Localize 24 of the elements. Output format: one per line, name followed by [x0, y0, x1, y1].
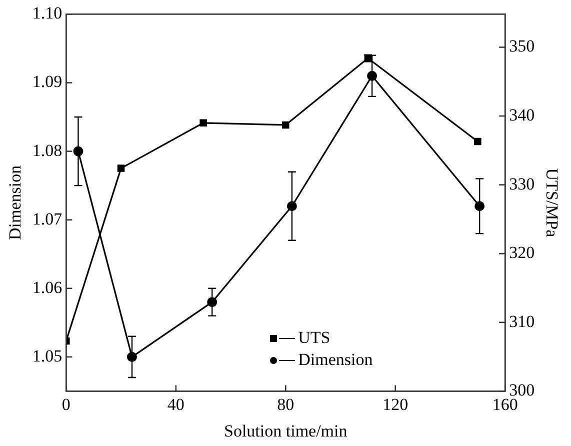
- x-tick-label: 40: [167, 394, 184, 414]
- x-tick-label: 0: [62, 394, 70, 414]
- point: [474, 138, 482, 146]
- y-tick-label: 1.10: [32, 4, 62, 23]
- y2-tick-label: 320: [509, 243, 535, 262]
- x-tick-label: 80: [277, 394, 294, 414]
- y-tick-label: 1.08: [32, 140, 62, 160]
- legend-label: Dimension: [298, 349, 373, 372]
- y2-tick-label: 340: [509, 105, 535, 124]
- legend-label: UTS: [298, 327, 330, 350]
- point: [282, 121, 290, 129]
- y-tick-label: 1.06: [32, 278, 62, 297]
- y-axis-title: Dimension: [6, 164, 25, 240]
- y2-tick-label: 330: [509, 174, 535, 194]
- point: [200, 119, 207, 127]
- point: [117, 164, 125, 172]
- y-tick-label: 1.09: [32, 72, 62, 92]
- x-axis-title: Solution time/min: [224, 421, 348, 440]
- x-tick-label: 120: [382, 394, 408, 414]
- y2-tick-label: 350: [509, 36, 535, 56]
- y2-axis-title: UTS/MPa: [542, 168, 562, 238]
- y-tick-label: 1.05: [32, 346, 62, 366]
- y-tick-label: 1.07: [32, 209, 63, 228]
- y2-tick-label: 310: [509, 312, 535, 331]
